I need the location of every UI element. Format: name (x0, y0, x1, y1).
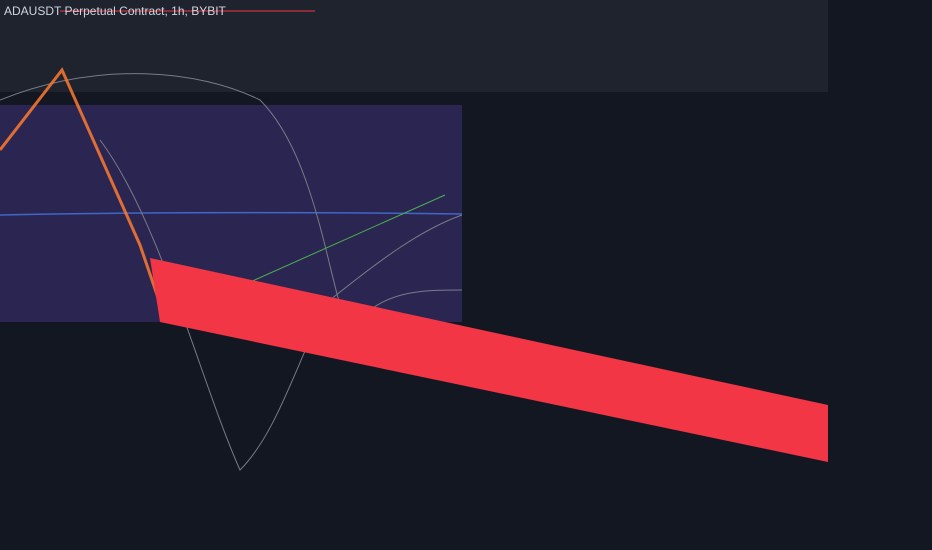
band-upper (0, 73, 463, 331)
drawing-triangle (150, 258, 828, 462)
price-axis (828, 0, 932, 550)
zigzag (0, 67, 167, 319)
band-mid (0, 211, 463, 216)
chart-title: ADAUSDT Perpetual Contract, 1h, BYBIT (4, 4, 227, 18)
zone (0, 0, 828, 92)
